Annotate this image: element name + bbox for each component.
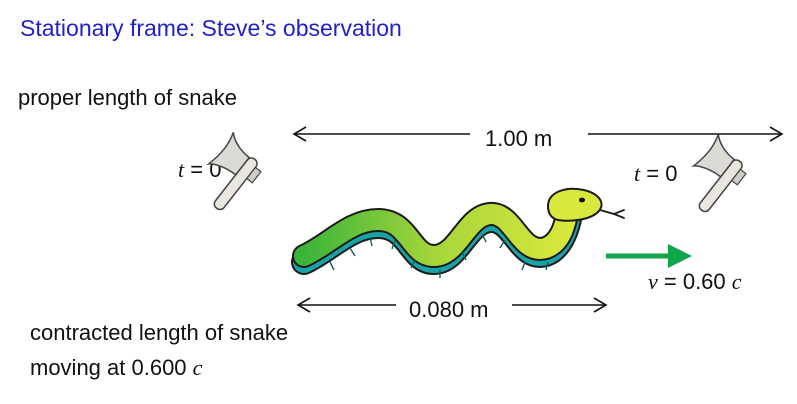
proper-length-value: 1.00 m [485,126,553,151]
contracted-speed: moving at 0.600 [30,355,193,380]
right-time-label: t = 0 [634,163,677,185]
page-title: Stationary frame: Steve’s observation [20,15,402,41]
time-variable: t [178,157,185,182]
velocity-value: = 0.60 [657,269,732,294]
velocity-label: v = 0.60 c [648,271,742,293]
velocity-unit: c [731,269,742,294]
contracted-length-arrow [296,297,608,313]
axe-icon [206,132,262,211]
contracted-length-value: 0.080 m [409,297,489,322]
contracted-unit: c [192,355,203,380]
contracted-label-line2: moving at 0.600 c [30,357,202,379]
velocity-variable: v [648,269,658,294]
snake-illustration [291,187,625,278]
axe-icon [691,134,747,213]
proper-length-label: proper length of snake [18,85,237,110]
contracted-label-line1: contracted length of snake [30,320,289,345]
time-variable: t [634,161,641,186]
velocity-arrow [606,244,692,268]
proper-length-arrow [292,126,784,142]
time-value: = 0 [640,161,678,186]
